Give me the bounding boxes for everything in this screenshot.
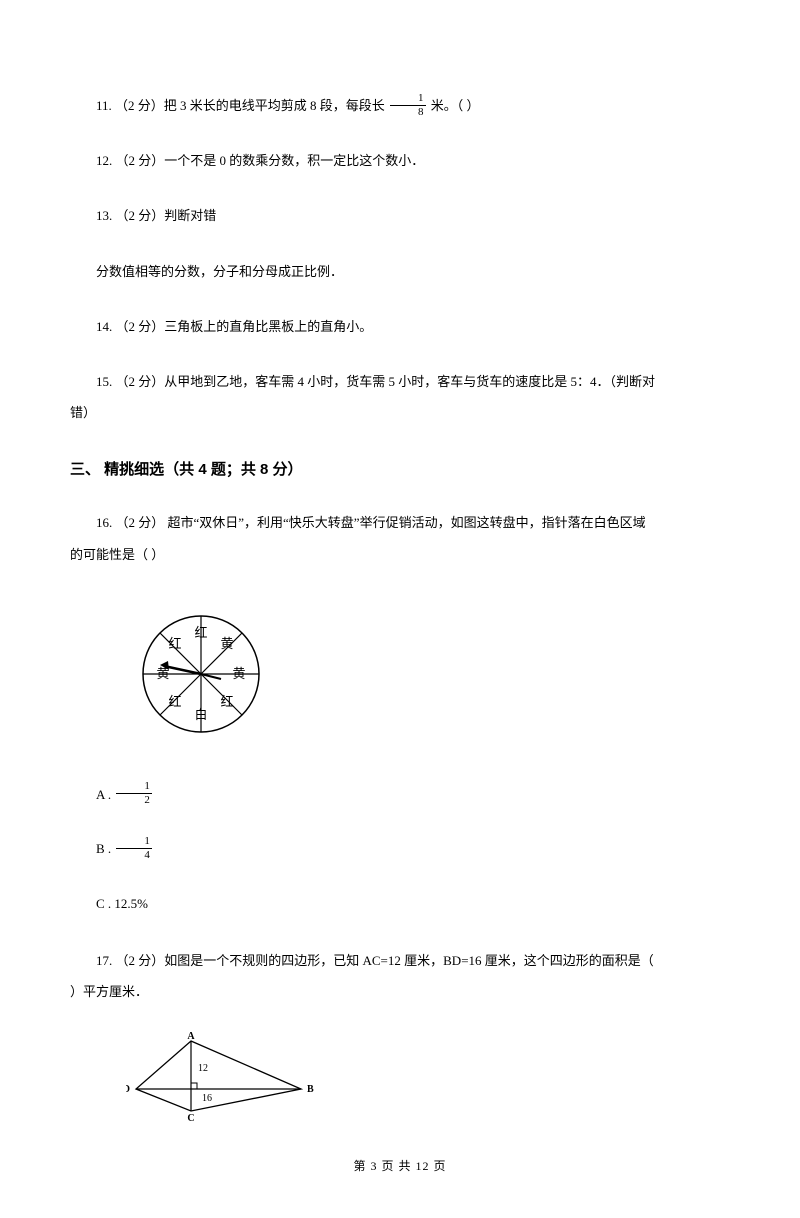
wheel-label-0: 黄 <box>220 636 233 651</box>
q16-line1: 16. （2 分） 超市“双休日”，利用“快乐大转盘”举行促销活动，如图这转盘中… <box>70 507 730 538</box>
question-12: 12. （2 分）一个不是 0 的数乘分数，积一定比这个数小． <box>70 145 730 176</box>
wheel-label-5: 黄 <box>156 666 169 681</box>
q17-line1: 17. （2 分）如图是一个不规则的四边形，已知 AC=12 厘米，BD=16 … <box>70 945 730 976</box>
wheel-label-1: 黄 <box>232 666 245 681</box>
question-11: 11. （2 分）把 3 米长的电线平均剪成 8 段，每段长 18 米。（ ） <box>70 90 730 121</box>
question-13: 13. （2 分）判断对错 <box>70 200 730 231</box>
question-17: 17. （2 分）如图是一个不规则的四边形，已知 AC=12 厘米，BD=16 … <box>70 945 730 1007</box>
quad-D: D <box>126 1084 130 1095</box>
question-14: 14. （2 分）三角板上的直角比黑板上的直角小。 <box>70 311 730 342</box>
wheel-label-4: 红 <box>168 694 181 709</box>
wheel-label-2: 红 <box>220 694 233 709</box>
optA-prefix: A . <box>96 787 114 802</box>
wheel-diagram: 黄 黄 红 白 红 黄 红 红 <box>126 594 730 754</box>
option-b: B . 14 <box>70 836 730 863</box>
quad-12: 12 <box>198 1063 208 1074</box>
optB-fraction: 14 <box>116 836 152 861</box>
wheel-svg: 黄 黄 红 白 红 黄 红 红 <box>126 594 276 754</box>
q11-suffix: 米。（ ） <box>428 98 480 113</box>
quadrilateral-diagram: A B C D 12 16 <box>126 1031 730 1126</box>
question-16: 16. （2 分） 超市“双休日”，利用“快乐大转盘”举行促销活动，如图这转盘中… <box>70 507 730 569</box>
quad-svg: A B C D 12 16 <box>126 1031 326 1126</box>
question-15: 15. （2 分）从甲地到乙地，客车需 4 小时，货车需 5 小时，客车与货车的… <box>70 366 730 428</box>
page-footer: 第 3 页 共 12 页 <box>70 1156 730 1178</box>
wheel-label-3: 白 <box>194 707 207 722</box>
wheel-label-6: 红 <box>168 636 181 651</box>
option-a: A . 12 <box>70 782 730 809</box>
question-13-sub: 分数值相等的分数，分子和分母成正比例． <box>70 256 730 287</box>
wheel-label-7: 红 <box>194 625 207 640</box>
q11-fraction: 18 <box>390 93 426 118</box>
q15-line1: 15. （2 分）从甲地到乙地，客车需 4 小时，货车需 5 小时，客车与货车的… <box>70 366 730 397</box>
quad-B: B <box>307 1084 314 1095</box>
section-3-header: 三、 精挑细选（共 4 题；共 8 分） <box>70 456 730 483</box>
quad-16: 16 <box>202 1093 212 1104</box>
option-c: C . 12.5% <box>70 891 730 917</box>
q15-line2: 错） <box>70 397 730 428</box>
optA-fraction: 12 <box>116 781 152 806</box>
q16-line2: 的可能性是（ ） <box>70 539 730 570</box>
quad-A: A <box>187 1031 195 1042</box>
quad-C: C <box>187 1113 194 1124</box>
q17-line2: ）平方厘米． <box>70 976 730 1007</box>
optB-prefix: B . <box>96 841 114 856</box>
q11-prefix: 11. （2 分）把 3 米长的电线平均剪成 8 段，每段长 <box>96 98 388 113</box>
